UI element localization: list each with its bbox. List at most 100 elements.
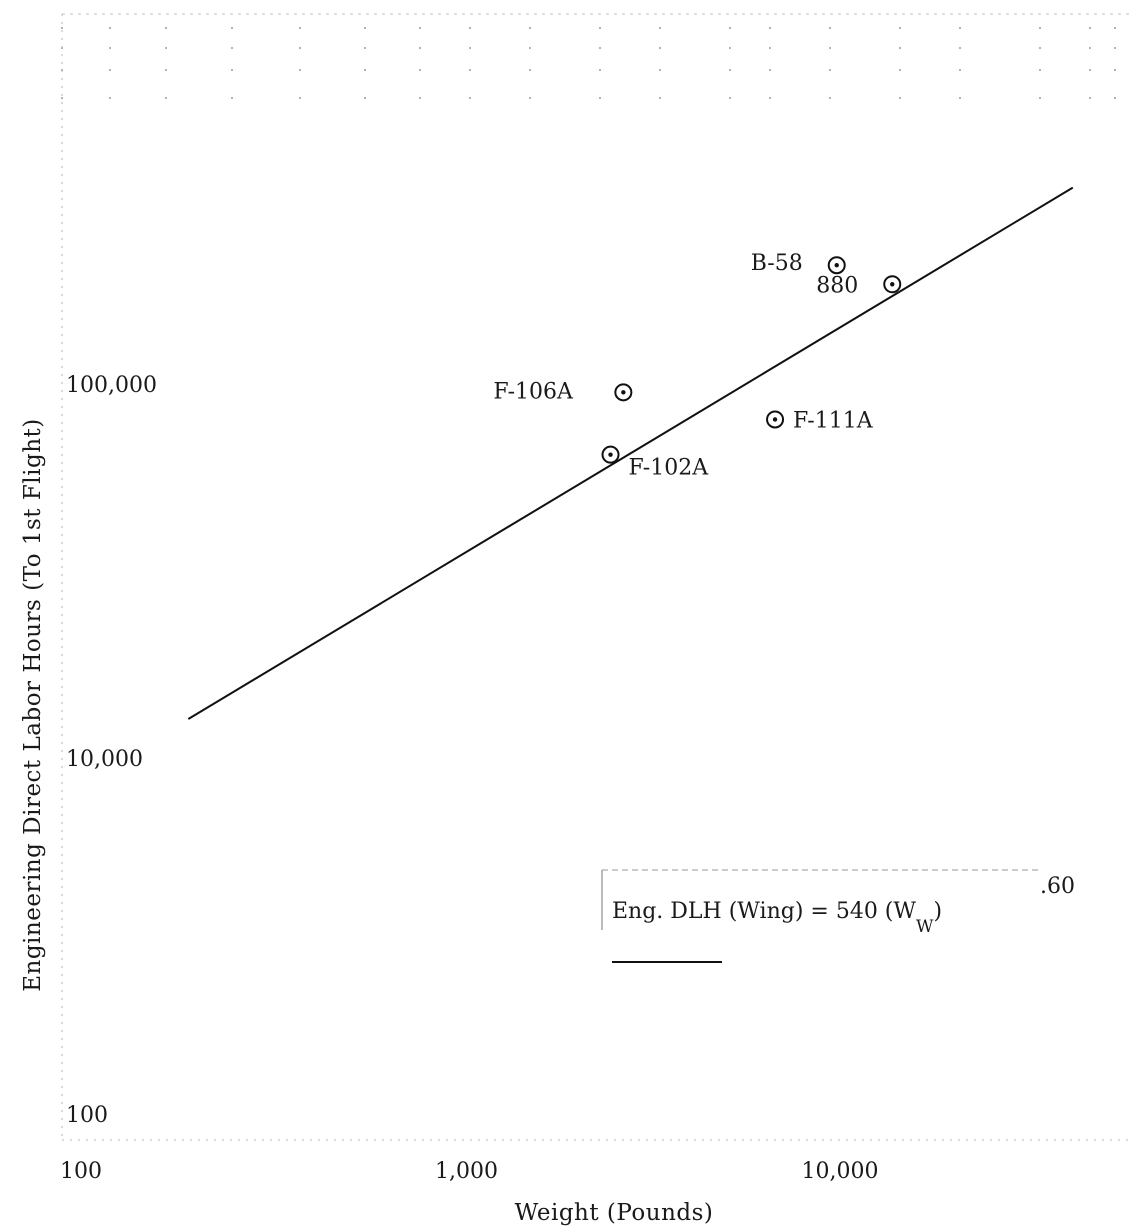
grid-dot xyxy=(364,27,366,29)
grid-dot xyxy=(469,97,471,99)
grid-dot xyxy=(299,47,301,49)
grid-dot xyxy=(829,69,831,71)
grid-dot xyxy=(165,47,167,49)
data-point-label: 880 xyxy=(816,273,858,298)
grid-dot xyxy=(959,27,961,29)
data-points: B-58 880 F-106A F-111A F-102A xyxy=(493,251,902,481)
grid-dot xyxy=(899,69,901,71)
grid-dot xyxy=(529,27,531,29)
grid-dot xyxy=(165,69,167,71)
equation-suffix: ) xyxy=(934,899,943,924)
grid-dot xyxy=(231,27,233,29)
grid-dot xyxy=(599,97,601,99)
grid-dot xyxy=(364,69,366,71)
grid-dot xyxy=(231,69,233,71)
grid-dot xyxy=(364,47,366,49)
legend: Eng. DLH (Wing) = 540 (WW) .60 xyxy=(601,869,1075,963)
grid-dot xyxy=(599,47,601,49)
grid-dot xyxy=(959,97,961,99)
grid-dot xyxy=(299,69,301,71)
x-tick-label: 100 xyxy=(60,1159,102,1184)
grid-dot xyxy=(109,69,111,71)
grid-dot xyxy=(61,97,63,99)
grid-dot xyxy=(529,47,531,49)
grid-dot xyxy=(231,97,233,99)
equation-exponent: .60 xyxy=(1040,874,1075,899)
grid-dot xyxy=(419,27,421,29)
data-point-label: F-106A xyxy=(493,379,574,404)
grid-dot xyxy=(165,27,167,29)
data-point-center xyxy=(834,263,839,268)
data-point-marker xyxy=(827,256,846,275)
grid-dot xyxy=(419,47,421,49)
grid-dot xyxy=(1089,47,1091,49)
grid-dot xyxy=(899,47,901,49)
grid-dot xyxy=(899,97,901,99)
grid-dot xyxy=(1114,27,1116,29)
grid-dot xyxy=(659,27,661,29)
grid-dot xyxy=(469,27,471,29)
grid-dot xyxy=(769,69,771,71)
legend-equation: Eng. DLH (Wing) = 540 (WW) xyxy=(612,899,942,937)
grid-dot xyxy=(729,97,731,99)
grid-dot xyxy=(829,97,831,99)
data-point-label: F-102A xyxy=(629,456,710,481)
grid-dot xyxy=(469,47,471,49)
fit-line xyxy=(187,186,1074,720)
x-axis-title: Weight (Pounds) xyxy=(515,1200,714,1226)
grid-dot xyxy=(1114,47,1116,49)
grid-dot xyxy=(729,47,731,49)
y-tick-label: 10,000 xyxy=(66,747,143,772)
grid-dot xyxy=(529,69,531,71)
grid-dot xyxy=(109,47,111,49)
grid-dot xyxy=(1114,69,1116,71)
y-axis-title: Engineering Direct Labor Hours (To 1st F… xyxy=(20,418,46,992)
grid-dot xyxy=(419,97,421,99)
grid-dot xyxy=(109,97,111,99)
grid-dot xyxy=(769,97,771,99)
data-point-center xyxy=(890,282,895,287)
grid-dot xyxy=(659,97,661,99)
data-point-marker xyxy=(766,410,785,429)
y-tick-label: 100 xyxy=(66,1103,108,1128)
grid-dot xyxy=(419,69,421,71)
x-tick-label: 1,000 xyxy=(435,1159,498,1184)
data-point-center xyxy=(621,390,626,395)
grid-dot xyxy=(469,69,471,71)
grid-dot xyxy=(829,27,831,29)
grid-dot xyxy=(1039,27,1041,29)
grid-dot xyxy=(659,47,661,49)
grid-dot xyxy=(829,47,831,49)
grid-dot xyxy=(1114,97,1116,99)
grid-dot xyxy=(1089,97,1091,99)
data-point-label: F-111A xyxy=(793,408,874,433)
grid-dot xyxy=(529,97,531,99)
grid-dot xyxy=(231,47,233,49)
grid-dot xyxy=(599,27,601,29)
data-point-center xyxy=(772,417,778,422)
grid-dot xyxy=(959,69,961,71)
faint-dot-grid xyxy=(61,27,1116,99)
equation-prefix: Eng. DLH (Wing) = 540 (W xyxy=(612,899,916,924)
grid-dot xyxy=(61,27,63,29)
grid-dot xyxy=(299,97,301,99)
grid-dot xyxy=(959,47,961,49)
grid-dot xyxy=(1089,27,1091,29)
grid-dot xyxy=(1039,97,1041,99)
grid-dot xyxy=(165,97,167,99)
grid-dot xyxy=(729,69,731,71)
equation-subscript: W xyxy=(916,917,934,937)
grid-dot xyxy=(299,27,301,29)
data-point-marker xyxy=(883,275,902,294)
grid-dot xyxy=(1039,47,1041,49)
grid-dot xyxy=(729,27,731,29)
grid-dot xyxy=(769,47,771,49)
data-point-marker xyxy=(601,445,620,464)
grid-dot xyxy=(659,69,661,71)
grid-dot xyxy=(364,97,366,99)
grid-dot xyxy=(899,27,901,29)
data-point-label: B-58 xyxy=(751,251,803,276)
grid-dot xyxy=(1039,69,1041,71)
x-tick-label: 10,000 xyxy=(802,1159,879,1184)
